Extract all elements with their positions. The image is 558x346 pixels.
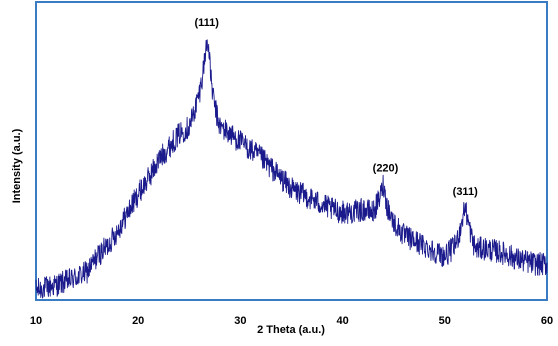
x-tick-label-40: 40	[336, 315, 348, 327]
x-tick-label-20: 20	[132, 315, 144, 327]
series-line-xrd-pattern	[35, 39, 548, 299]
x-tick-label-10: 10	[30, 315, 42, 327]
x-tick-label-60: 60	[541, 315, 553, 327]
annotation-layer: (111) (220) (311)	[194, 17, 478, 198]
x-axis-label: 2 Theta (a.u.)	[257, 324, 325, 336]
x-tick-labels: 10 20 30 40 50 60	[30, 315, 553, 327]
peak-annotation-0: (111)	[194, 17, 219, 29]
series-layer	[35, 39, 548, 299]
y-axis-label: Intensity (a.u.)	[11, 128, 23, 203]
peak-annotation-1: (220)	[373, 163, 399, 175]
x-tick-label-30: 30	[234, 315, 246, 327]
x-tick-label-50: 50	[439, 315, 451, 327]
plot-frame	[35, 1, 548, 301]
peak-annotation-2: (311)	[453, 186, 478, 198]
